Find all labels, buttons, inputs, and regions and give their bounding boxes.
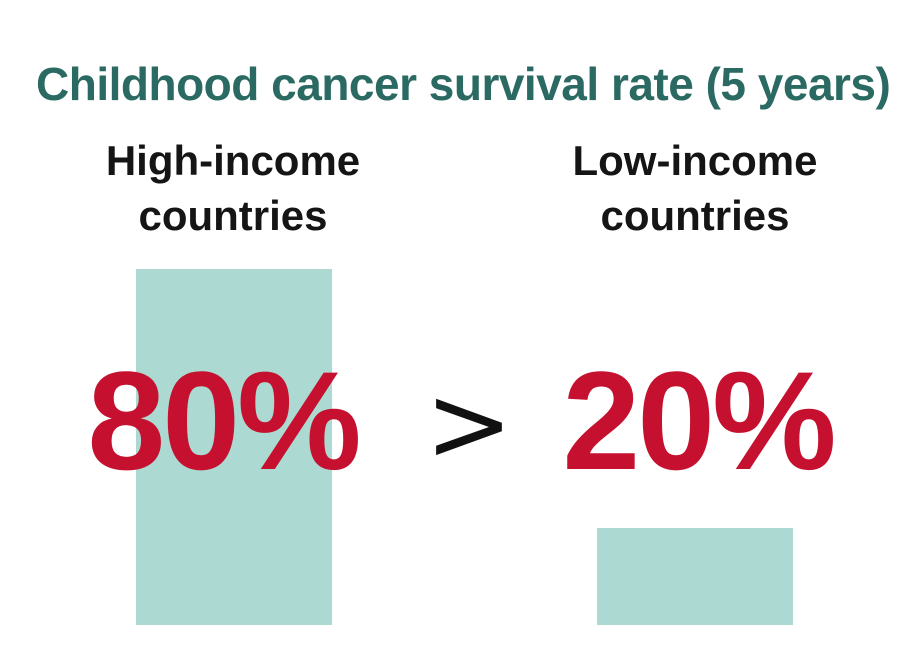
chart-title: Childhood cancer survival rate (5 years): [36, 58, 891, 110]
value-high-income: 80%: [87, 342, 361, 499]
bar-low-income: [597, 528, 793, 625]
greater-than-symbol: >: [425, 363, 513, 485]
bar-high-income: [136, 269, 332, 625]
category-label-high-income: High-income countries: [105, 137, 361, 239]
value-low-income: 20%: [562, 342, 836, 499]
category-label-low-income: Low-income countries: [572, 137, 818, 239]
